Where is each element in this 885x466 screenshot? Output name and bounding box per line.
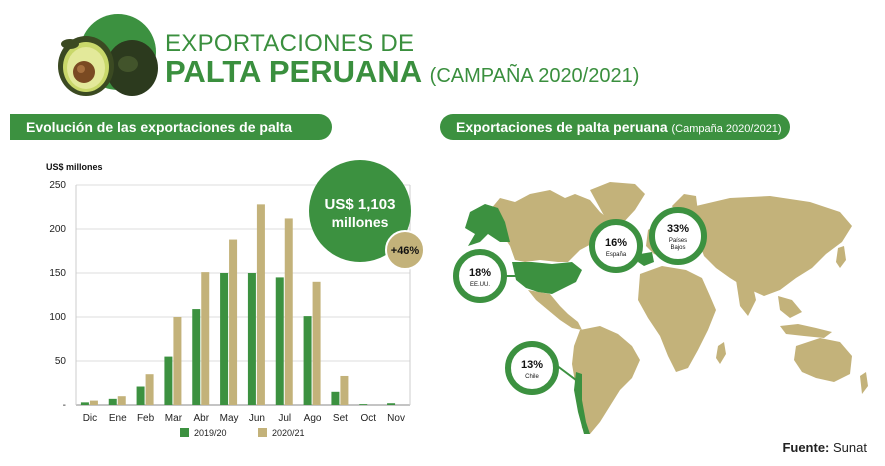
- map-new-zealand: [860, 372, 868, 394]
- map-indonesia: [780, 324, 832, 338]
- map-japan: [836, 246, 846, 268]
- bar: [331, 392, 339, 405]
- source-label: Fuente:: [782, 440, 829, 455]
- marker-netherlands-pct: 33%: [667, 223, 689, 235]
- map-banner-main: Exportaciones de palta peruana: [456, 119, 668, 135]
- marker-spain-label: España: [606, 252, 627, 258]
- bar: [387, 403, 395, 405]
- marker-netherlands-label2: Bajos: [670, 245, 685, 251]
- marker-spain-pct: 16%: [605, 237, 627, 249]
- map-banner-sub: (Campaña 2020/2021): [672, 123, 782, 135]
- x-tick-label: Nov: [387, 413, 405, 424]
- source-value: Sunat: [833, 440, 867, 455]
- x-tick-label: Ago: [304, 413, 322, 424]
- map-mexico: [528, 290, 582, 330]
- map-australia: [794, 338, 852, 382]
- bar: [137, 387, 145, 405]
- y-tick-label: 150: [49, 268, 66, 279]
- bar: [359, 404, 367, 405]
- bar: [285, 218, 293, 405]
- total-value: US$ 1,103: [325, 196, 396, 213]
- bar: [229, 240, 237, 405]
- marker-netherlands: 33% Países Bajos: [652, 210, 704, 262]
- y-tick-label: 200: [49, 224, 66, 235]
- bar: [90, 401, 98, 405]
- marker-chile-pct: 13%: [521, 359, 543, 371]
- marker-usa: 18% EE.UU.: [456, 252, 504, 300]
- y-axis-label: US$ millones: [46, 162, 103, 172]
- map-usa: [512, 262, 582, 294]
- avocado-icon: [40, 14, 162, 102]
- bar: [220, 273, 228, 405]
- bar: [173, 317, 181, 405]
- x-tick-label: Mar: [165, 413, 183, 424]
- y-tick-label: 100: [49, 312, 66, 323]
- y-tick-label: 50: [55, 356, 67, 367]
- total-callout: US$ 1,103 millones +46%: [300, 155, 430, 275]
- chart-banner: Evolución de las exportaciones de palta: [10, 114, 332, 140]
- x-tick-label: Oct: [360, 413, 376, 424]
- legend-label: 2019/20: [194, 428, 227, 438]
- bar: [109, 399, 117, 405]
- bar: [146, 374, 154, 405]
- bar: [118, 396, 126, 405]
- bar: [81, 402, 89, 405]
- title-campaign: (CAMPAÑA 2020/2021): [430, 65, 640, 87]
- marker-usa-label: EE.UU.: [470, 282, 490, 288]
- growth-value: +46%: [391, 245, 420, 257]
- bar: [304, 316, 312, 405]
- x-tick-label: Jun: [249, 413, 265, 424]
- world-map: 18% EE.UU. 16% España 33% Países Bajos 1…: [440, 150, 885, 440]
- legend-swatch: [258, 428, 267, 437]
- x-tick-label: Dic: [83, 413, 97, 424]
- title-line-2: PALTA PERUANA (CAMPAÑA 2020/2021): [165, 54, 639, 90]
- bar: [201, 272, 209, 405]
- map-madagascar: [716, 342, 726, 364]
- marker-netherlands-label: Países: [669, 238, 687, 244]
- marker-chile-label: Chile: [525, 374, 539, 380]
- marker-chile: 13% Chile: [508, 344, 556, 392]
- bar: [313, 282, 321, 405]
- bar: [276, 277, 284, 405]
- map-banner: Exportaciones de palta peruana (Campaña …: [440, 114, 790, 140]
- bar: [340, 376, 348, 405]
- x-tick-label: Set: [333, 413, 348, 424]
- x-tick-label: Feb: [137, 413, 155, 424]
- map-se-asia: [778, 296, 802, 318]
- legend-swatch: [180, 428, 189, 437]
- y-tick-label: -: [63, 400, 66, 411]
- y-tick-label: 250: [49, 180, 66, 191]
- x-tick-label: Jul: [278, 413, 291, 424]
- bar: [164, 357, 172, 405]
- source-note: Fuente: Sunat: [782, 440, 867, 455]
- title-main: PALTA PERUANA: [165, 54, 421, 89]
- map-asia: [694, 196, 852, 296]
- total-unit: millones: [332, 214, 389, 230]
- x-tick-label: Ene: [109, 413, 127, 424]
- marker-spain: 16% España: [592, 222, 640, 270]
- bar: [248, 273, 256, 405]
- x-tick-label: May: [220, 413, 239, 424]
- marker-usa-pct: 18%: [469, 267, 491, 279]
- bar: [192, 309, 200, 405]
- x-tick-label: Abr: [193, 413, 209, 424]
- bar: [257, 204, 265, 405]
- map-africa: [638, 266, 716, 372]
- legend-label: 2020/21: [272, 428, 305, 438]
